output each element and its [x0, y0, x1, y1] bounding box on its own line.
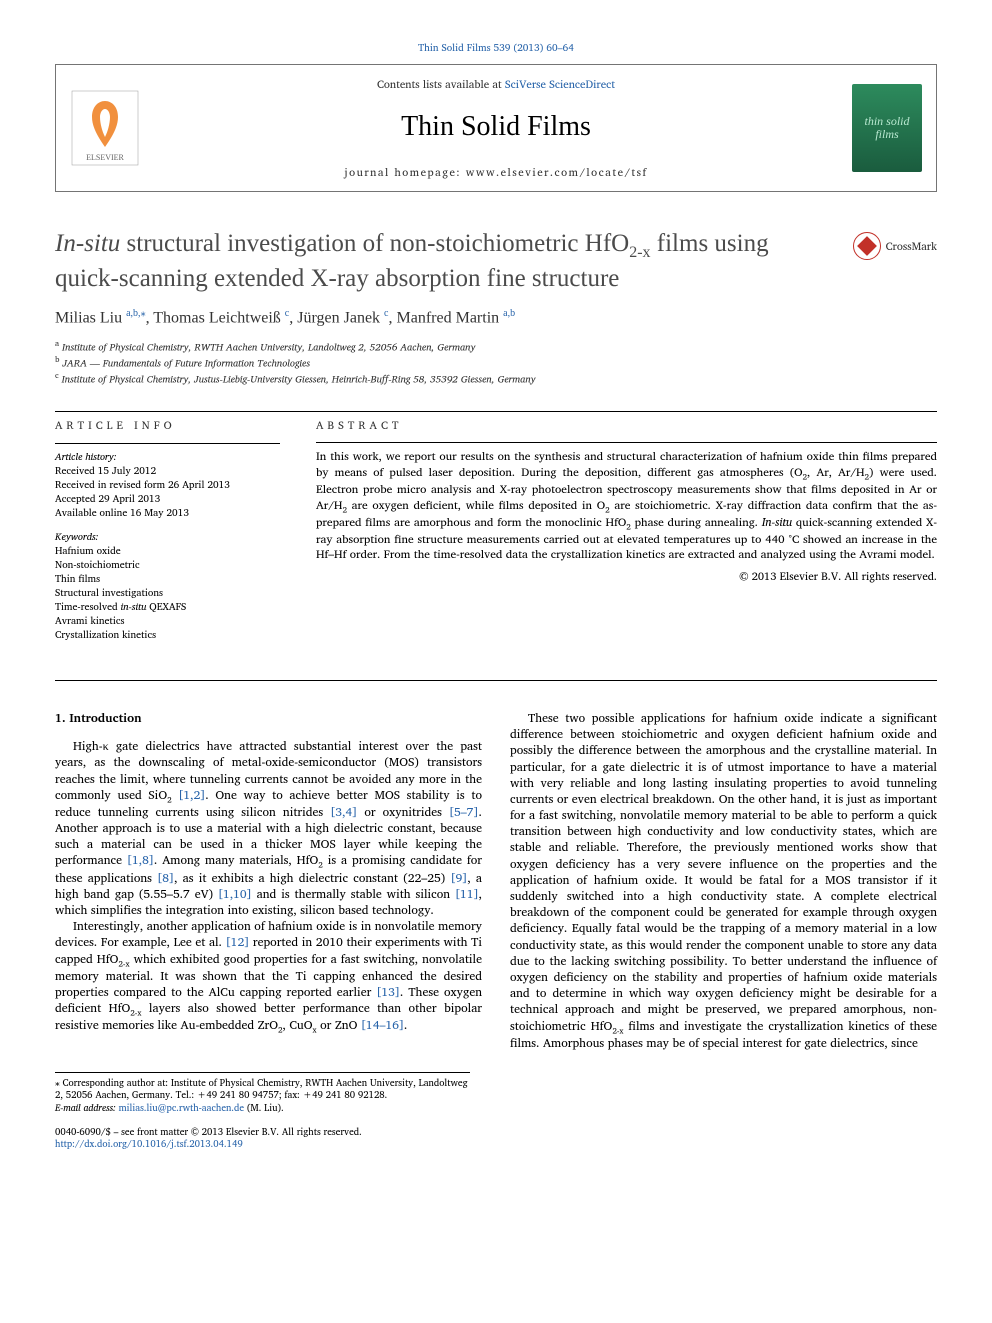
- keyword: Thin films: [55, 572, 280, 586]
- elsevier-logo-icon: ELSEVIER: [70, 89, 140, 167]
- doi-link[interactable]: http://dx.doi.org/10.1016/j.tsf.2013.04.…: [55, 1137, 243, 1152]
- contents-available: Contents lists available at SciVerse Sci…: [140, 75, 852, 93]
- citation-link[interactable]: [11]: [455, 885, 479, 904]
- journal-homepage: journal homepage: www.elsevier.com/locat…: [140, 163, 852, 181]
- corresponding-author: ⁎ Corresponding author at: Institute of …: [55, 1078, 470, 1103]
- history-item: Available online 16 May 2013: [55, 506, 280, 520]
- svg-text:ELSEVIER: ELSEVIER: [86, 153, 124, 162]
- email-link[interactable]: milias.liu@pc.rwth-aachen.de: [119, 1101, 244, 1116]
- page-header-citation[interactable]: Thin Solid Films 539 (2013) 60–64: [55, 40, 937, 56]
- history-item: Accepted 29 April 2013: [55, 492, 280, 506]
- body-paragraph: These two possible applications for hafn…: [510, 711, 937, 1052]
- abstract-heading: abstract: [316, 418, 937, 433]
- history-item: Received 15 July 2012: [55, 464, 280, 478]
- crossmark-badge[interactable]: CrossMark: [853, 232, 937, 260]
- article-info-panel: article info Article history: Received 1…: [55, 418, 280, 652]
- sciencedirect-link[interactable]: SciVerse ScienceDirect: [505, 75, 615, 93]
- citation-link[interactable]: [1,8]: [127, 851, 154, 870]
- keyword: Structural investigations: [55, 586, 280, 600]
- citation-link[interactable]: [1,2]: [178, 786, 205, 805]
- authors-list: Milias Liu a,b,⁎, Thomas Leichtweiß c, J…: [55, 308, 937, 327]
- abstract-copyright: © 2013 Elsevier B.V. All rights reserved…: [316, 569, 937, 584]
- history-item: Received in revised form 26 April 2013: [55, 478, 280, 492]
- keyword: Non-stoichiometric: [55, 558, 280, 572]
- keyword: Crystallization kinetics: [55, 628, 280, 642]
- crossmark-icon: [853, 232, 881, 260]
- affiliations: a Institute of Physical Chemistry, RWTH …: [55, 338, 937, 387]
- keyword: Hafnium oxide: [55, 544, 280, 558]
- body-paragraph: Interestingly, another application of ha…: [55, 919, 482, 1035]
- journal-header: ELSEVIER Contents lists available at Sci…: [55, 64, 937, 192]
- crossmark-label: CrossMark: [886, 237, 937, 255]
- abstract-text: In this work, we report our results on t…: [316, 449, 937, 562]
- divider: [55, 411, 937, 412]
- journal-cover-icon: thin solid films: [852, 84, 922, 172]
- keyword: Avrami kinetics: [55, 614, 280, 628]
- history-label: Article history:: [55, 450, 280, 464]
- body-paragraph: High-κ gate dielectrics have attracted s…: [55, 739, 482, 919]
- footnotes: ⁎ Corresponding author at: Institute of …: [55, 1072, 470, 1115]
- citation-link[interactable]: [14–16]: [361, 1016, 404, 1035]
- email-line: E-mail address: milias.liu@pc.rwth-aache…: [55, 1103, 470, 1115]
- abstract-panel: abstract In this work, we report our res…: [316, 418, 937, 652]
- divider: [55, 680, 937, 681]
- article-body: 1. Introduction High-κ gate dielectrics …: [55, 711, 937, 1052]
- keywords-label: Keywords:: [55, 530, 280, 544]
- article-info-heading: article info: [55, 418, 280, 433]
- article-title: In-situ structural investigation of non-…: [55, 228, 837, 294]
- bottom-meta: 0040-6090/$ – see front matter © 2013 El…: [55, 1127, 937, 1152]
- journal-name: Thin Solid Films: [140, 111, 852, 143]
- keyword: Time-resolved in-situ QEXAFS: [55, 600, 280, 614]
- section-heading: 1. Introduction: [55, 711, 482, 727]
